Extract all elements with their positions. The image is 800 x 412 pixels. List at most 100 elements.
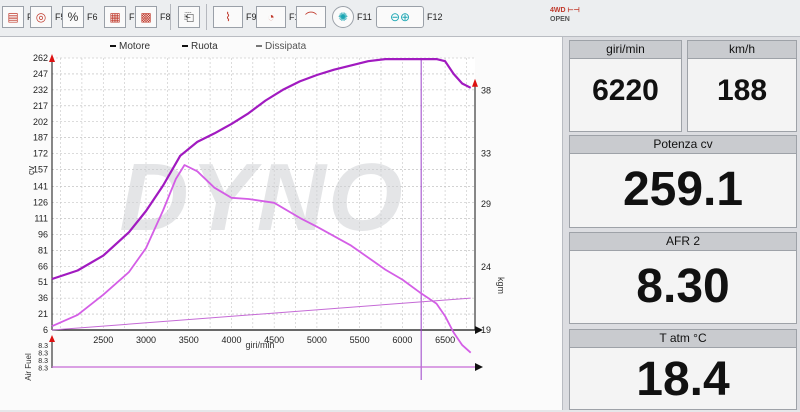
y-tick-label: 126 — [33, 198, 48, 208]
y-tick-label: 51 — [38, 277, 48, 287]
export-button[interactable]: ⎗ — [178, 4, 200, 30]
left-axis-arrow — [49, 54, 55, 62]
legend-wheel-label: Ruota — [191, 41, 218, 52]
right-axis-label: kgm — [496, 277, 506, 294]
f5-button[interactable]: ◎ F5 — [30, 4, 66, 30]
chart-panel: Motore Ruota Dissipata DYNO 6 21 36 51 66 81 9… — [0, 37, 563, 410]
x-axis-label: giri/min — [245, 340, 274, 350]
table-icon: ▩ — [135, 6, 157, 28]
f5-label: F5 — [55, 12, 66, 22]
curve-icon: ⌒ — [296, 6, 326, 28]
y-tick-label: 172 — [33, 149, 48, 159]
y-tick-label: 141 — [33, 182, 48, 192]
right-axis-arrow — [472, 78, 478, 87]
rpm-readout: giri/min 6220 — [569, 40, 682, 132]
legend-wheel[interactable]: Ruota — [182, 41, 218, 52]
chart-ticks: 6 21 36 51 66 81 96 111 126 141 157 172 187 202 217 232… — [33, 53, 491, 345]
x-tick-label: 5000 — [307, 335, 327, 345]
f7-label: F7 — [129, 12, 140, 22]
y-tick-label: 6 — [43, 325, 48, 335]
y-tick-label: 66 — [38, 261, 48, 271]
toolbar: ▤F4 ◎F5 %F6 ▦F7 ▩F8 ⎗ ⌇F9 ◔F10 ⌒ ✺F11 ⊖⊕… — [0, 0, 800, 37]
x-tick-label: 5500 — [350, 335, 370, 345]
roller-icon: ⊖⊕ — [376, 6, 424, 28]
legend-loss-label: Dissipata — [265, 41, 307, 52]
fuel-tick-label: 8.3 — [38, 343, 48, 350]
temp-value: 18.4 — [636, 353, 730, 406]
y-tick-label: 247 — [33, 69, 48, 79]
dyno-chart-icon: ⌇ — [213, 6, 243, 28]
f7-button[interactable]: ▦F7 — [104, 4, 140, 30]
y-tick-label: 262 — [33, 53, 48, 63]
target-icon: ◎ — [30, 6, 52, 28]
fan-icon: ✺ — [332, 6, 354, 28]
report-icon: ▤ — [2, 6, 24, 28]
speed-readout: km/h 188 — [687, 40, 797, 132]
x-tick-label: 6000 — [392, 335, 412, 345]
toolbar-separator — [170, 4, 171, 30]
fuel-tick-label: 8.3 — [38, 351, 48, 358]
legend-engine-label: Motore — [119, 41, 151, 52]
power-readout: Potenza cv 259.1 — [569, 135, 797, 228]
f6-button[interactable]: % F6 — [62, 4, 98, 30]
y-tick-label: 202 — [33, 117, 48, 127]
chart-curves — [51, 58, 472, 380]
speed-value: 188 — [716, 74, 768, 107]
dyno-watermark: DYNO — [119, 144, 404, 251]
power-label: Potenza cv — [570, 136, 796, 154]
gauge-icon: ◔ — [256, 6, 286, 28]
dyno-chart[interactable]: DYNO 6 21 36 51 66 81 96 111 126 141 157 172 187 202 2… — [0, 37, 562, 410]
percent-icon: % — [62, 6, 84, 28]
f11-label: F11 — [357, 12, 372, 22]
fuel-subplot: 8.38.38.38.3 — [38, 335, 483, 373]
y2-tick-label: 38 — [481, 86, 491, 96]
f8-label: F8 — [160, 12, 171, 22]
y-tick-label: 96 — [38, 229, 48, 239]
drive-mode-indicator: 4WD ⊢⊣ OPEN — [550, 6, 580, 24]
chart-axes — [49, 54, 483, 334]
fuel-axis-label: Air Fuel — [24, 353, 33, 381]
f11-button[interactable]: ✺ F11 — [332, 4, 372, 30]
y-tick-label: 187 — [33, 133, 48, 143]
x-tick-label: 4000 — [221, 335, 241, 345]
rpm-value: 6220 — [592, 74, 659, 107]
readout-panel: giri/min 6220 km/h 188 Potenza cv 259.1 … — [563, 37, 800, 410]
series-line-ruota — [51, 164, 472, 354]
fuel-tick-label: 8.3 — [38, 358, 48, 365]
y-tick-label: 157 — [33, 165, 48, 175]
y-tick-label: 21 — [38, 309, 48, 319]
curve-button[interactable]: ⌒ — [296, 4, 326, 30]
x-tick-label: 3500 — [179, 335, 199, 345]
y-tick-label: 36 — [38, 293, 48, 303]
y-tick-label: 81 — [38, 245, 48, 255]
afr-label: AFR 2 — [570, 233, 796, 251]
power-value: 259.1 — [622, 163, 744, 216]
x-tick-label: 6500 — [435, 335, 455, 345]
f12-button[interactable]: ⊖⊕ F12 — [376, 4, 443, 30]
afr-readout: AFR 2 8.30 — [569, 232, 797, 324]
legend-loss[interactable]: Dissipata — [256, 41, 306, 52]
fuel-tick-label: 8.3 — [38, 366, 48, 373]
legend-engine[interactable]: Motore — [110, 41, 150, 52]
export-icon: ⎗ — [178, 6, 200, 28]
grid-icon: ▦ — [104, 6, 126, 28]
y-tick-label: 111 — [34, 213, 48, 223]
speed-label: km/h — [688, 41, 796, 59]
toolbar-separator — [206, 4, 207, 30]
drive-mode-line: 4WD ⊢⊣ — [550, 7, 580, 14]
y2-tick-label: 24 — [481, 262, 491, 272]
rpm-label: giri/min — [570, 41, 681, 59]
fuel-y-axis-arrow — [49, 335, 55, 342]
f8-button[interactable]: ▩ F8 — [135, 4, 171, 30]
series-line-dissipata — [51, 297, 471, 331]
left-axis-label: cv — [26, 166, 36, 176]
f9-button[interactable]: ⌇ F9 — [213, 4, 257, 30]
temp-readout: T atm °C 18.4 — [569, 329, 797, 410]
y-tick-label: 217 — [33, 101, 48, 111]
x-axis-arrow — [475, 326, 483, 334]
diff-mode-line: OPEN — [550, 16, 570, 23]
series-line-motore — [51, 58, 472, 281]
x-tick-label: 4500 — [264, 335, 284, 345]
f6-label: F6 — [87, 12, 98, 22]
x-tick-label: 2500 — [93, 335, 113, 345]
